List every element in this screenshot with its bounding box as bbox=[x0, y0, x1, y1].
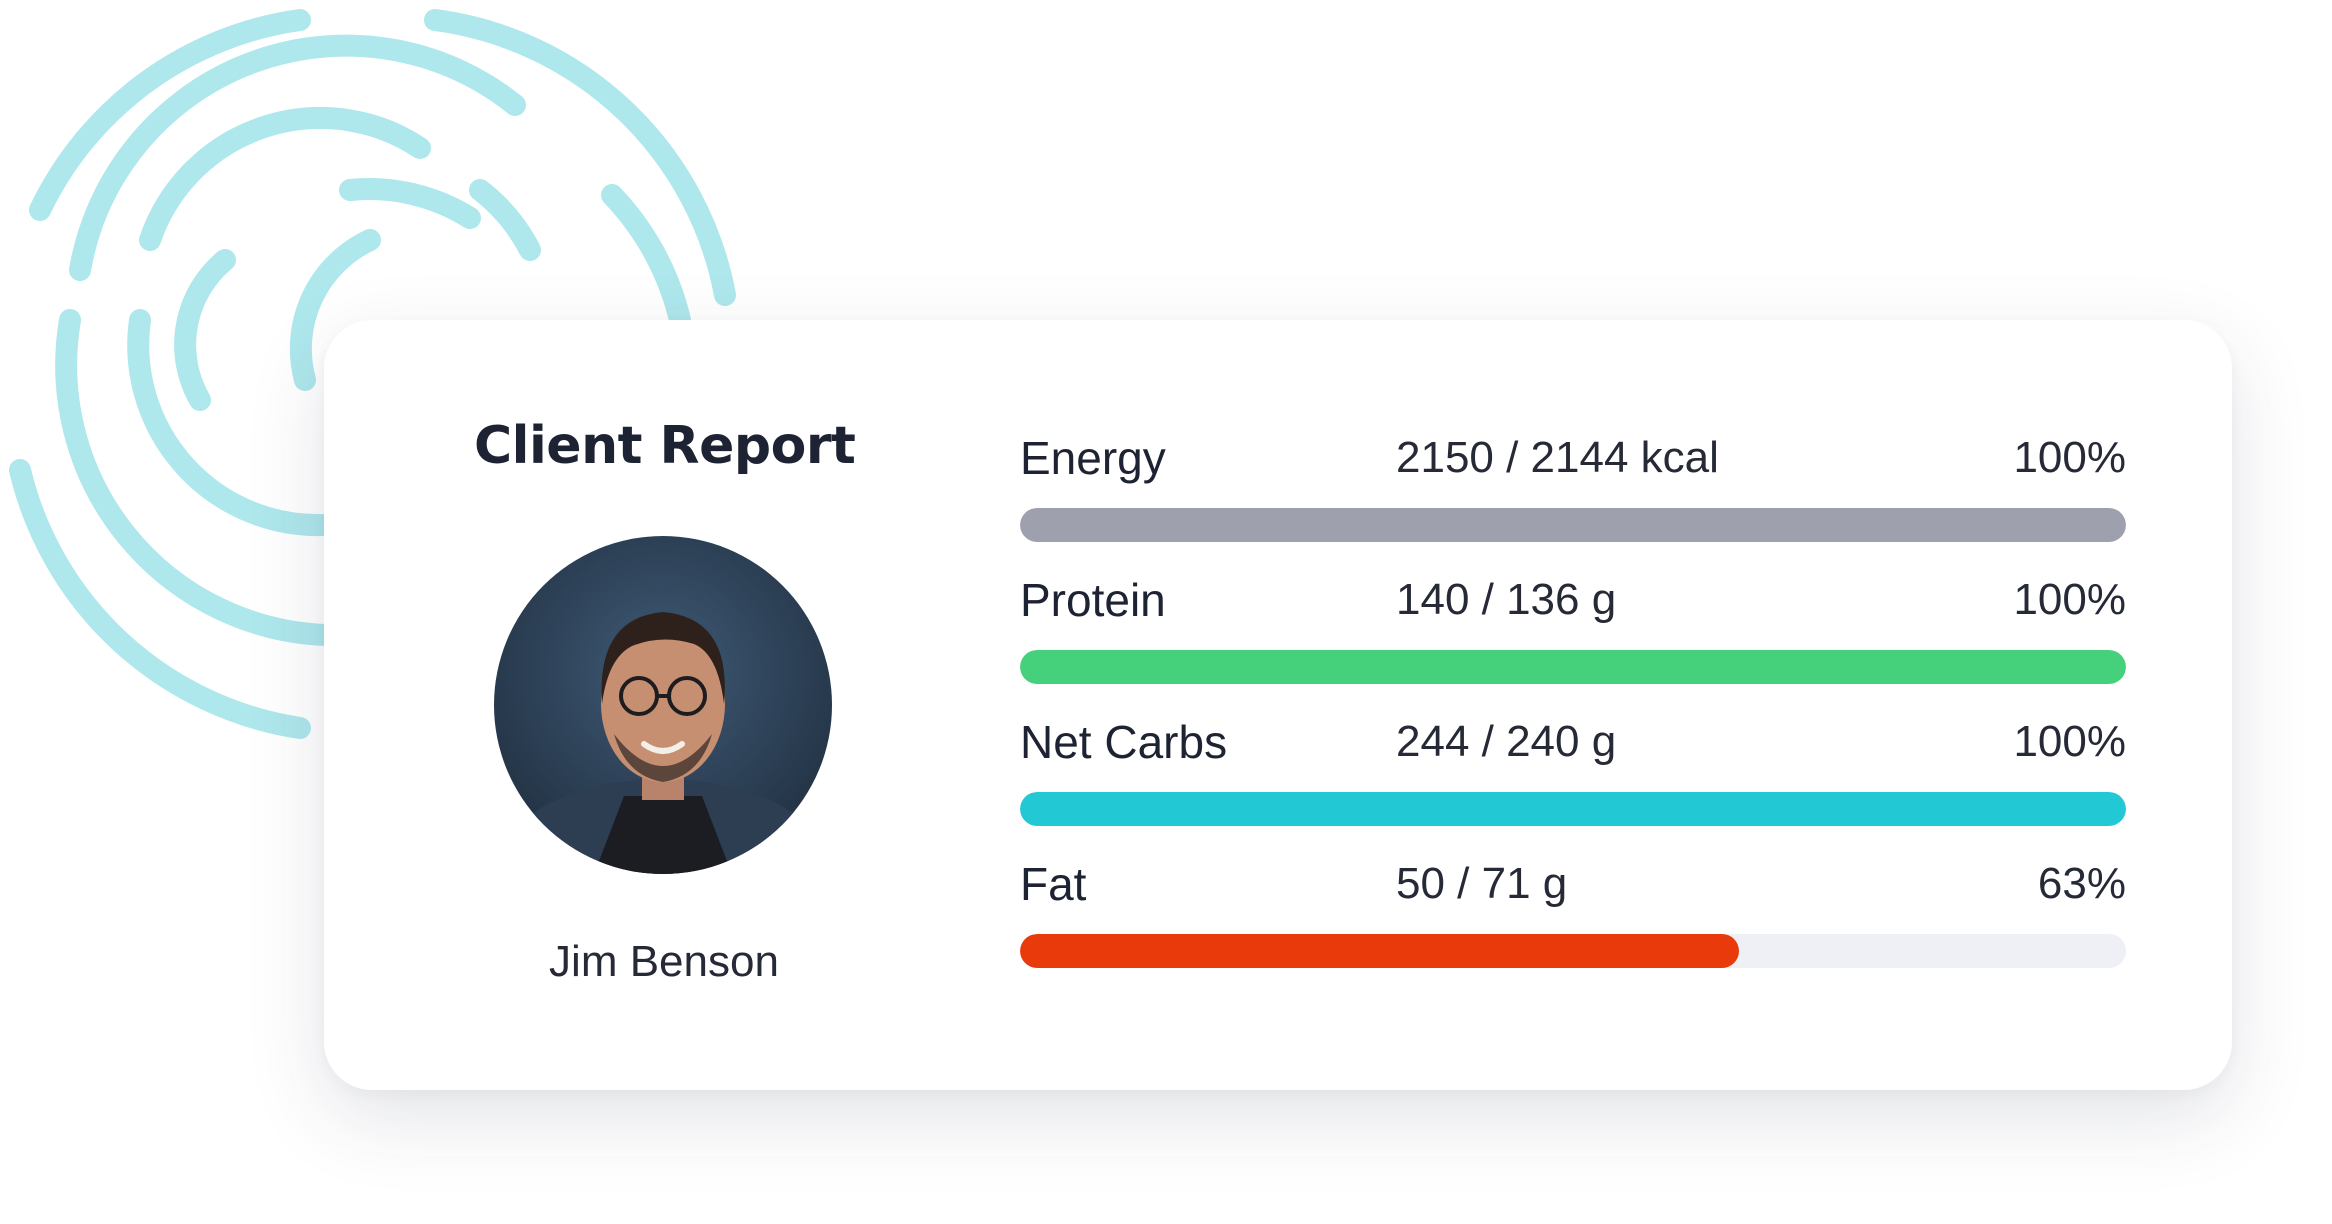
metric-fat: Fat 50 / 71 g 63% bbox=[1020, 856, 2126, 976]
metric-protein: Protein 140 / 136 g 100% bbox=[1020, 572, 2126, 692]
client-report-card: Client Report Jim Benson Energy 2150 bbox=[324, 320, 2232, 1090]
progress-track bbox=[1020, 792, 2126, 826]
metric-percent: 100% bbox=[2013, 433, 2126, 482]
progress-bar-fill bbox=[1020, 650, 2126, 684]
metric-net-carbs: Net Carbs 244 / 240 g 100% bbox=[1020, 714, 2126, 834]
metric-name: Energy bbox=[1020, 432, 1166, 484]
metric-name: Fat bbox=[1020, 858, 1087, 910]
progress-bar-fill bbox=[1020, 508, 2126, 542]
client-name: Jim Benson bbox=[549, 937, 779, 986]
metric-percent: 100% bbox=[2013, 717, 2126, 766]
metric-value: 244 / 240 g bbox=[1396, 717, 1617, 766]
metric-value: 140 / 136 g bbox=[1396, 575, 1617, 624]
progress-track bbox=[1020, 934, 2126, 968]
metric-energy: Energy 2150 / 2144 kcal 100% bbox=[1020, 430, 2126, 550]
metric-name: Net Carbs bbox=[1020, 716, 1228, 768]
client-avatar bbox=[494, 536, 832, 874]
progress-bar-fill bbox=[1020, 792, 2126, 826]
metric-percent: 63% bbox=[2037, 859, 2126, 908]
metric-value: 50 / 71 g bbox=[1396, 859, 1568, 908]
metric-percent: 100% bbox=[2013, 575, 2126, 624]
progress-track bbox=[1020, 650, 2126, 684]
metric-value: 2150 / 2144 kcal bbox=[1396, 433, 1719, 482]
card-title: Client Report bbox=[474, 416, 856, 476]
progress-track bbox=[1020, 508, 2126, 542]
progress-bar-fill bbox=[1020, 934, 1739, 968]
metric-name: Protein bbox=[1020, 574, 1166, 626]
